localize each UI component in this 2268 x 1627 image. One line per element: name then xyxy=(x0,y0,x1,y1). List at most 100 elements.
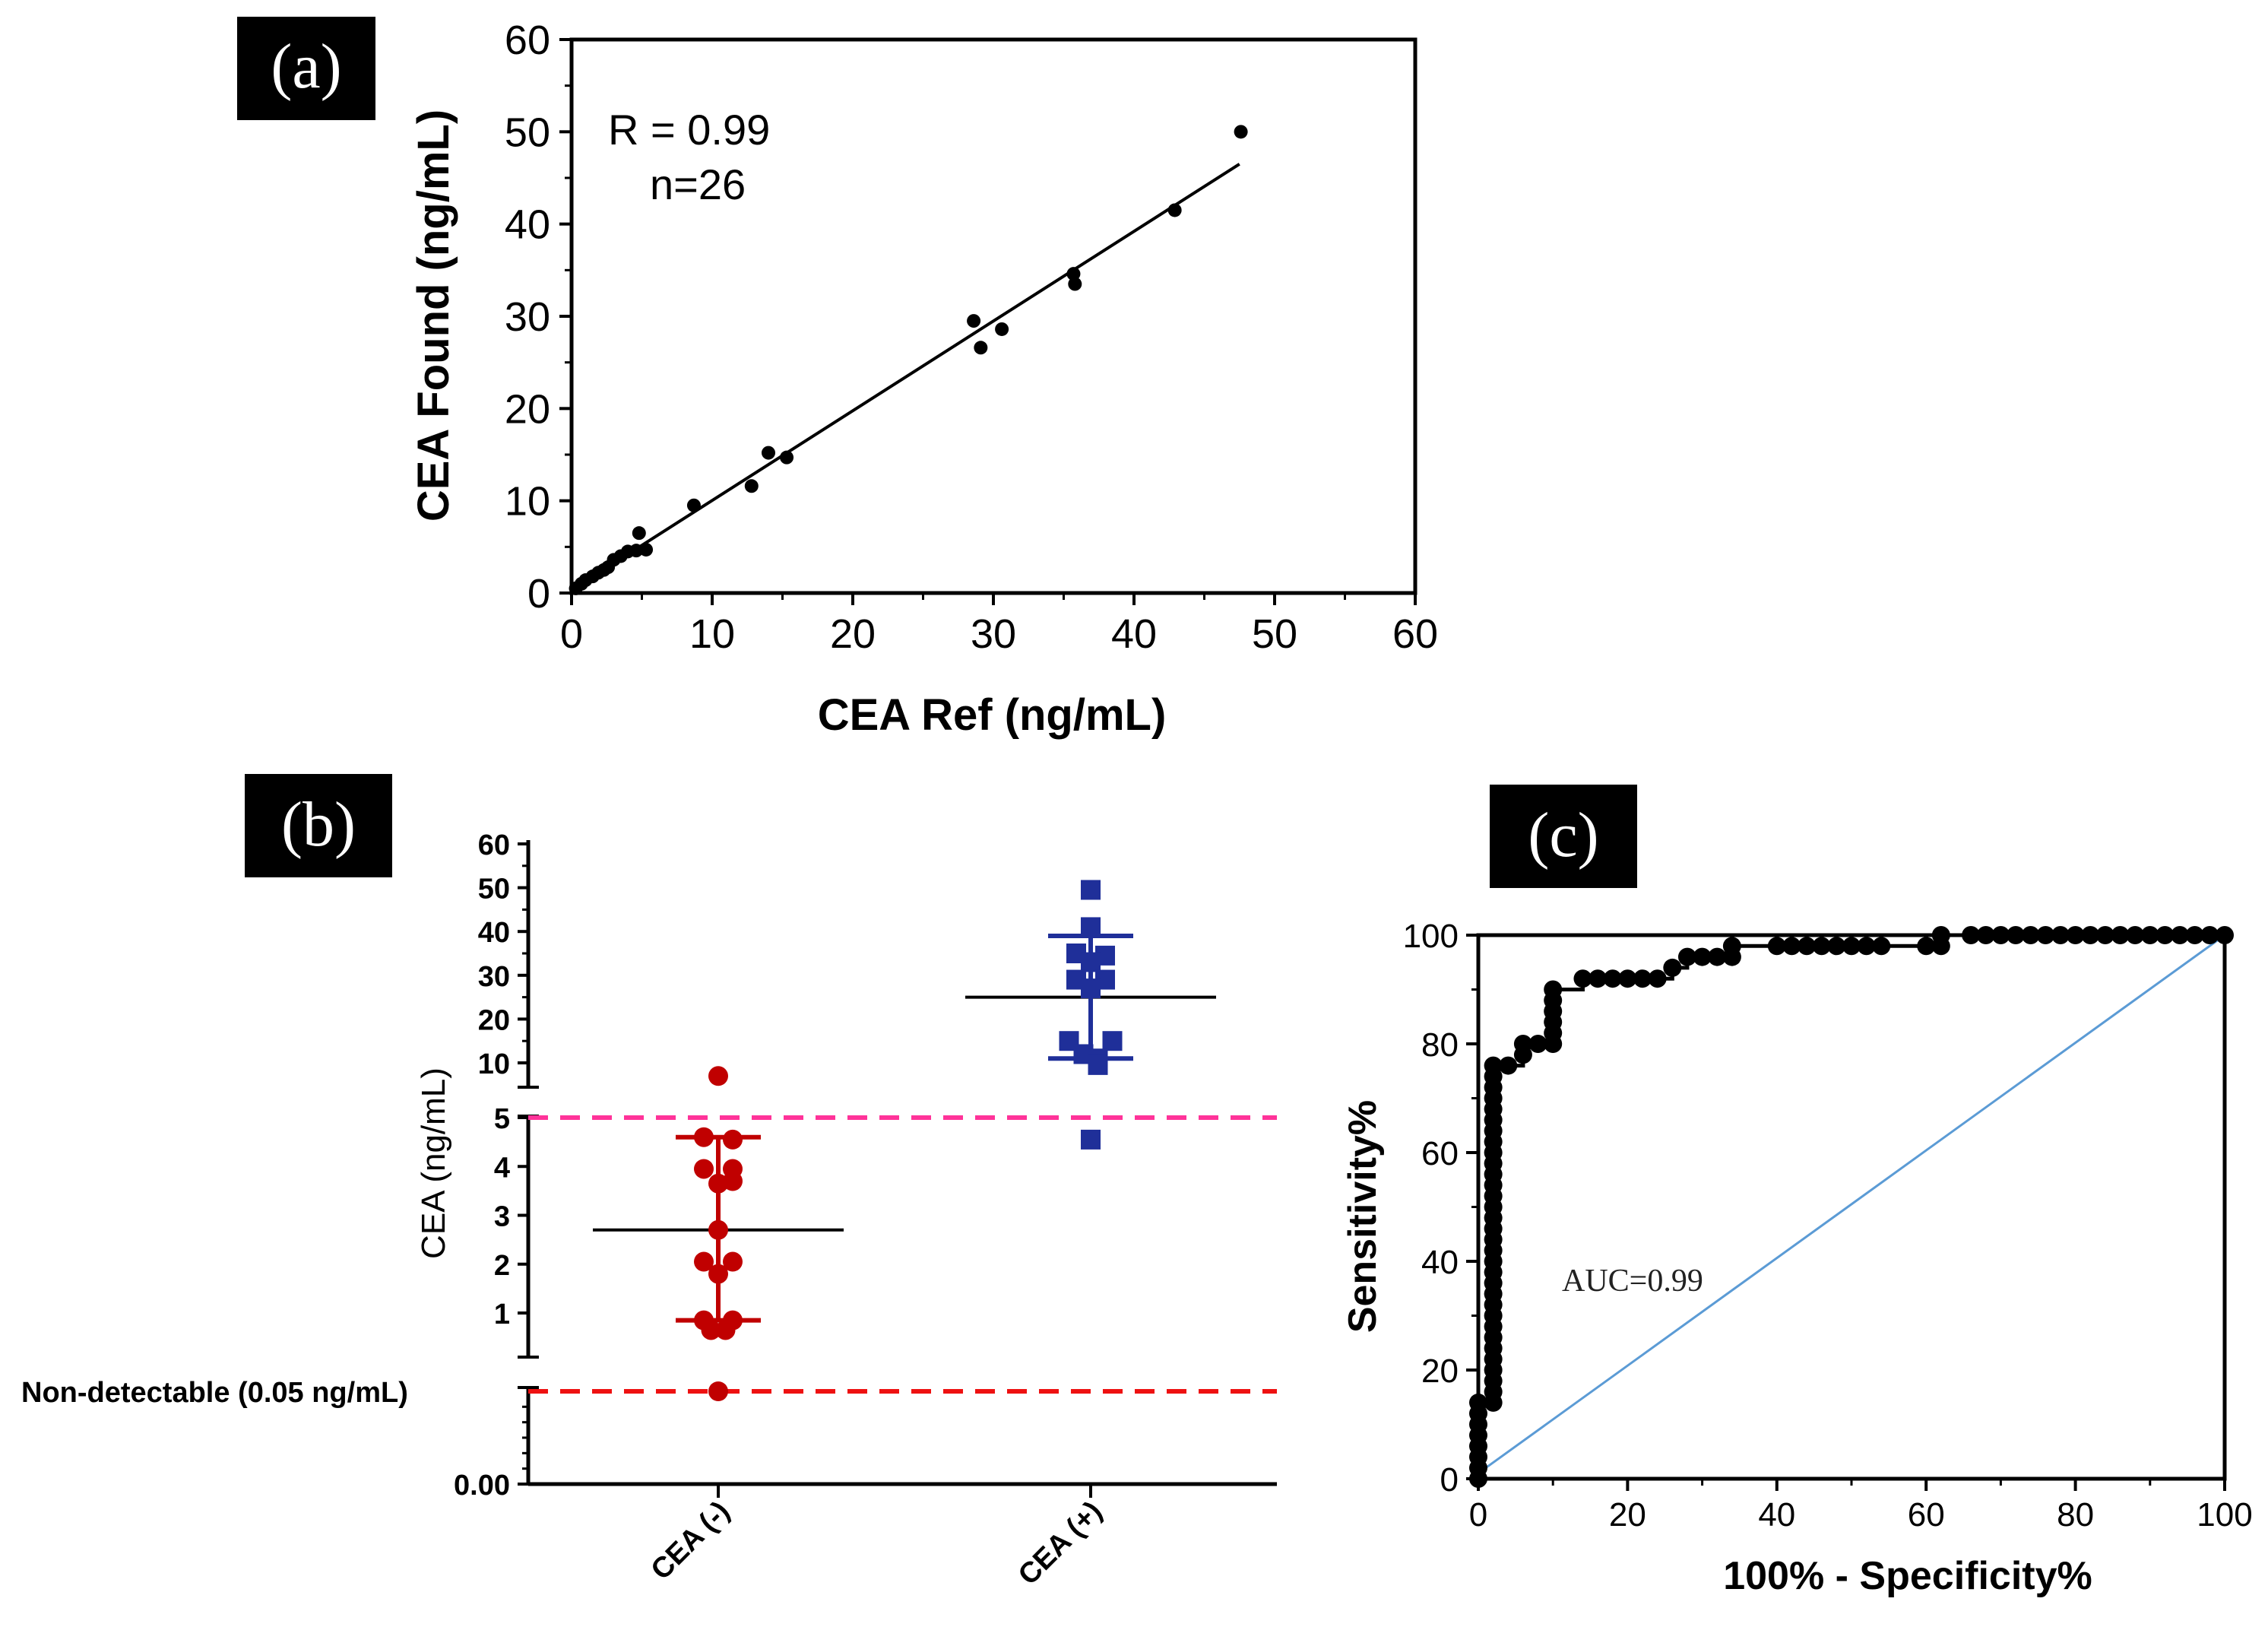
panel-a-label: (a) xyxy=(271,31,341,102)
panel-c-ytick-label: 80 xyxy=(1421,1026,1459,1064)
panel-b-point xyxy=(708,1066,728,1086)
panel-a-ytick-label: 50 xyxy=(505,109,550,155)
panel-a-point xyxy=(629,544,644,558)
panel-c-roc-point xyxy=(1573,969,1592,988)
panel-c-label: (c) xyxy=(1528,800,1598,871)
panel-b-category-pos: CEA (+) xyxy=(1012,1495,1108,1591)
panel-b-point xyxy=(1081,880,1101,900)
panel-b-point xyxy=(708,1219,728,1240)
panel-a-xtick-label: 40 xyxy=(1111,611,1157,657)
panel-c-xtick-label: 60 xyxy=(1908,1496,1945,1533)
panel-b-ytick-label: 0.00 xyxy=(454,1470,510,1502)
panel-b-point xyxy=(723,1129,743,1150)
panel-c-ylabel: Sensitivity% xyxy=(1341,1100,1385,1333)
panel-a-fit-line xyxy=(575,163,1240,589)
panel-a-ytick-label: 30 xyxy=(505,294,550,340)
panel-a-xtick-label: 60 xyxy=(1392,611,1438,657)
panel-a-point xyxy=(995,322,1009,336)
panel-a-ytick-label: 0 xyxy=(527,571,550,617)
panel-b-point xyxy=(723,1251,743,1272)
panel-a-point xyxy=(686,498,701,512)
panel-c-roc-point xyxy=(1798,937,1817,956)
panel-c-roc-point xyxy=(1663,958,1682,977)
panel-b-ytick-label: 3 xyxy=(494,1201,510,1233)
panel-c-xtick-label: 100 xyxy=(2197,1496,2252,1533)
panel-b-ytick-label: 60 xyxy=(478,829,510,861)
panel-c-roc-point xyxy=(1499,1056,1518,1075)
panel-b-point xyxy=(701,1320,721,1340)
panel-b-ytick-label: 5 xyxy=(494,1103,510,1135)
panel-c-roc-point xyxy=(1603,969,1622,988)
panel-c-ytick-label: 40 xyxy=(1421,1244,1459,1281)
panel-c-roc-point xyxy=(1648,969,1667,988)
panel-a-point xyxy=(1167,203,1182,217)
panel-b-point xyxy=(694,1251,714,1272)
panel-a-point xyxy=(1068,277,1082,291)
panel-c-roc-point xyxy=(1708,947,1727,966)
panel-a-xlabel: CEA Ref (ng/mL) xyxy=(818,690,1167,740)
panel-a-ytick-label: 40 xyxy=(505,202,550,248)
panel-a-point xyxy=(780,450,794,465)
panel-b: (b) 60 50 40 30 20 10 5 4 3 2 1 0.00 CEA (ng/mL) No… xyxy=(21,774,1277,1591)
panel-b-point xyxy=(1088,1055,1108,1075)
panel-c-roc-point xyxy=(2095,926,2114,944)
panel-c-xlabel: 100% - Specificity% xyxy=(1723,1554,2092,1598)
panel-c-roc-point xyxy=(2081,926,2100,944)
panel-a-point xyxy=(744,479,759,493)
panel-a-point xyxy=(639,542,654,557)
panel-c-roc-point xyxy=(1991,926,2010,944)
panel-b-point xyxy=(1102,1031,1123,1051)
panel-c-roc-point xyxy=(1693,947,1712,966)
panel-b-point xyxy=(708,1264,728,1284)
panel-c-roc-point xyxy=(1917,937,1936,956)
panel-c-roc-point xyxy=(2140,926,2159,944)
panel-b-point xyxy=(708,1381,728,1401)
panel-c-roc-point xyxy=(2156,926,2175,944)
panel-c-ytick-label: 20 xyxy=(1421,1353,1459,1390)
panel-c-ytick-label: 60 xyxy=(1421,1135,1459,1172)
panel-b-category-neg: CEA (-) xyxy=(645,1495,736,1587)
panel-a-point xyxy=(1234,125,1248,139)
panel-c-roc-point xyxy=(2066,926,2085,944)
panel-c-roc-point xyxy=(1976,926,1995,944)
panel-c-xtick-label: 0 xyxy=(1469,1496,1487,1533)
panel-c-roc-point xyxy=(2051,926,2070,944)
panel-b-label: (b) xyxy=(281,789,356,860)
panel-c-roc-point xyxy=(2171,926,2190,944)
panel-c-roc-point xyxy=(1872,937,1891,956)
panel-c-roc-point xyxy=(1469,1393,1487,1412)
panel-b-point xyxy=(708,1173,728,1194)
panel-a-marks xyxy=(569,125,1248,595)
panel-c-roc-point xyxy=(1782,937,1801,956)
panel-b-ytick-label: 10 xyxy=(478,1048,510,1080)
panel-b-point xyxy=(1081,917,1101,937)
panel-c-roc-point xyxy=(1827,937,1846,956)
panel-a-point xyxy=(762,446,775,460)
panel-c-xtick-label: 20 xyxy=(1609,1496,1646,1533)
panel-b-point xyxy=(1081,952,1101,972)
panel-c-roc-point xyxy=(1544,980,1563,999)
panel-a-ytick-label: 10 xyxy=(505,479,550,525)
panel-a-annotation-r: R = 0.99 xyxy=(608,106,770,154)
panel-c-roc-point xyxy=(2200,926,2219,944)
panel-c-roc-point xyxy=(1677,947,1696,966)
panel-a-xtick-label: 0 xyxy=(560,611,583,657)
panel-c-roc-point xyxy=(2007,926,2026,944)
panel-c-roc-point xyxy=(1513,1035,1532,1053)
panel-b-point xyxy=(1081,1129,1101,1150)
panel-c-roc-point xyxy=(1589,969,1608,988)
panel-c-roc-point xyxy=(2126,926,2145,944)
panel-c-roc-point xyxy=(1812,937,1831,956)
panel-b-marks xyxy=(528,880,1277,1401)
panel-b-point xyxy=(694,1159,714,1179)
panel-c-marks xyxy=(1469,926,2234,1488)
panel-c-xtick-label: 40 xyxy=(1758,1496,1795,1533)
panel-c-roc-point xyxy=(2185,926,2204,944)
panel-c-xtick-label: 80 xyxy=(2057,1496,2094,1533)
panel-c-roc-point xyxy=(1633,969,1652,988)
panel-c-roc-point xyxy=(2111,926,2130,944)
panel-a-annotation-n: n=26 xyxy=(650,160,746,208)
panel-b-ytick-label: 40 xyxy=(478,917,510,949)
panel-b-ytick-label: 20 xyxy=(478,1004,510,1036)
